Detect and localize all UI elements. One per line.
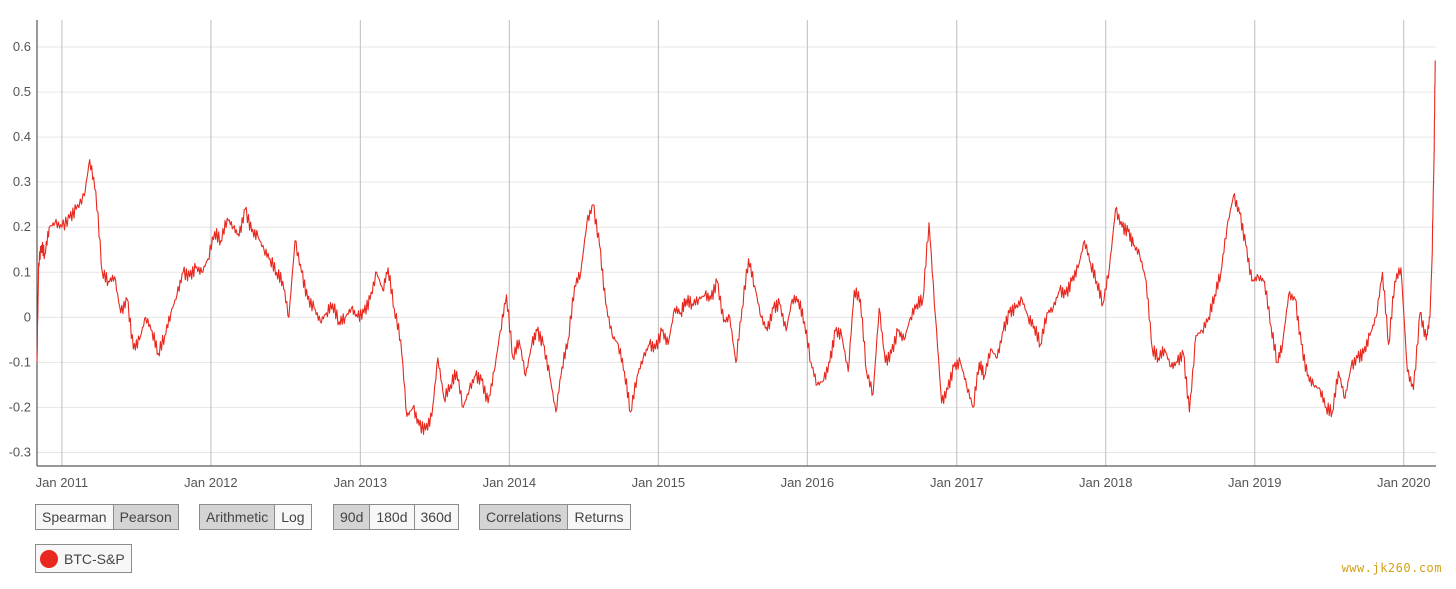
returns-button[interactable]: Returns: [568, 505, 630, 529]
window-180d-button[interactable]: 180d: [370, 505, 415, 529]
method-button-group: Spearman Pearson: [35, 504, 179, 530]
y-tick-label: -0.3: [9, 444, 31, 459]
x-tick-label: Jan 2017: [930, 475, 984, 490]
correlations-button[interactable]: Correlations: [480, 505, 569, 529]
legend-color-dot: [40, 549, 58, 568]
x-tick-label: Jan 2013: [334, 475, 388, 490]
y-tick-label: 0.3: [13, 174, 31, 189]
series-group: [36, 60, 1436, 435]
scale-button-group: Arithmetic Log: [199, 504, 312, 530]
legend-item-btc-sp[interactable]: BTC-S&P: [35, 544, 132, 573]
x-tick-label: Jan 2019: [1228, 475, 1282, 490]
pearson-button[interactable]: Pearson: [113, 505, 178, 529]
x-tick-label: Jan 2015: [632, 475, 686, 490]
arithmetic-button[interactable]: Arithmetic: [200, 505, 276, 529]
x-tick-label: Jan 2016: [781, 475, 835, 490]
watermark: www.jk260.com: [1341, 561, 1442, 575]
y-tick-label: 0.2: [13, 219, 31, 234]
view-button-group: Correlations Returns: [479, 504, 631, 530]
spearman-button[interactable]: Spearman: [36, 505, 114, 529]
x-axis-ticks: Jan 2011 Jan 2012 Jan 2013 Jan 2014 Jan 2015…: [36, 475, 1431, 490]
y-tick-label: -0.1: [9, 354, 31, 369]
window-360d-button[interactable]: 360d: [414, 505, 458, 529]
y-tick-label: 0.6: [13, 39, 31, 54]
window-button-group: 90d 180d 360d: [333, 504, 459, 530]
y-tick-label: 0.1: [13, 264, 31, 279]
vertical-grid: [61, 20, 1405, 466]
x-tick-label: Jan 2011: [36, 475, 89, 490]
y-tick-label: 0: [24, 309, 31, 324]
x-tick-label: Jan 2020: [1377, 475, 1431, 490]
x-tick-label: Jan 2014: [483, 475, 537, 490]
x-tick-label: Jan 2012: [184, 475, 238, 490]
legend-label: BTC-S&P: [64, 550, 125, 567]
y-tick-label: 0.4: [13, 129, 31, 144]
y-tick-label: 0.5: [13, 84, 31, 99]
y-tick-label: -0.2: [9, 399, 31, 414]
correlation-chart: 0.6 0.5 0.4 0.3 0.2 0.1 0 -0.1 -0.2 -0.3 Jan 2011…: [9, 20, 1436, 490]
log-button[interactable]: Log: [275, 505, 311, 529]
x-tick-label: Jan 2018: [1079, 475, 1133, 490]
horizontal-grid: [37, 46, 1436, 453]
window-90d-button[interactable]: 90d: [334, 505, 371, 529]
series-line-btc-sp: [36, 60, 1436, 435]
y-axis-ticks: 0.6 0.5 0.4 0.3 0.2 0.1 0 -0.1 -0.2 -0.3: [9, 39, 31, 459]
